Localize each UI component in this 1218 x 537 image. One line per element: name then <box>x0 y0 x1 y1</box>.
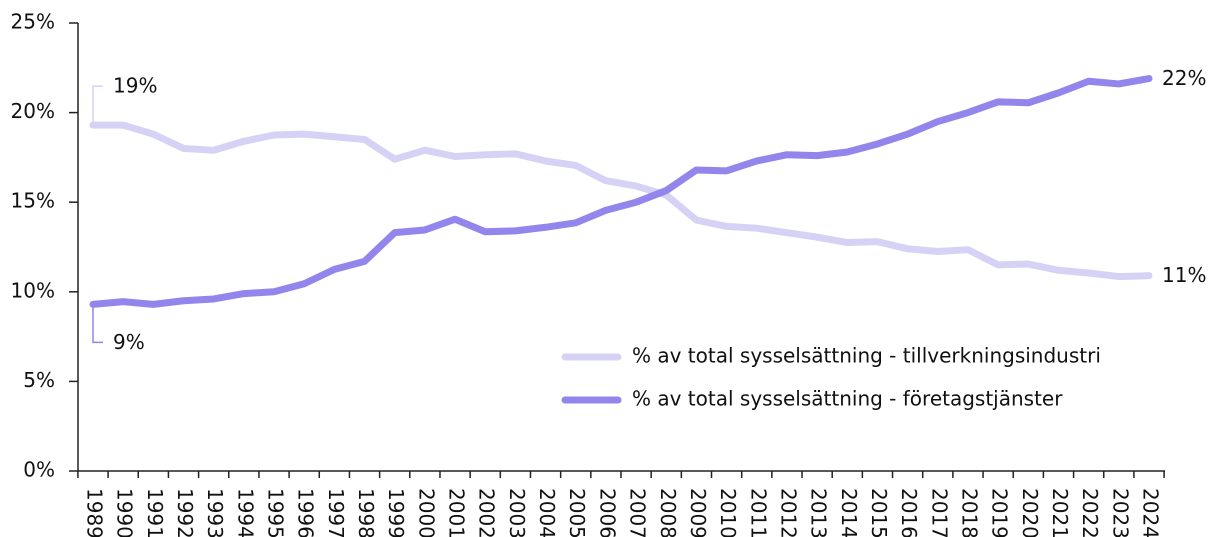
x-tick-label: 2018 <box>957 488 981 537</box>
x-tick-label: 2017 <box>927 488 951 537</box>
x-tick-label: 1993 <box>203 488 227 537</box>
x-tick-label: 2000 <box>414 488 438 537</box>
x-tick-label: 1997 <box>324 488 348 537</box>
data-label: 22% <box>1162 66 1206 90</box>
x-tick-label: 1994 <box>233 488 257 537</box>
x-tick-label: 2013 <box>807 488 831 537</box>
x-tick-label: 2022 <box>1078 488 1102 537</box>
y-tick-label: 0% <box>23 458 55 482</box>
x-tick-label: 2015 <box>867 488 891 537</box>
x-tick-label: 2023 <box>1108 488 1132 537</box>
x-tick-label: 1995 <box>264 488 288 537</box>
y-tick-label: 5% <box>23 368 55 392</box>
x-tick-label: 2004 <box>535 488 559 537</box>
x-tick-label: 1991 <box>143 488 167 537</box>
x-tick-label: 2010 <box>716 488 740 537</box>
x-tick-label: 1989 <box>83 488 107 537</box>
line-series <box>89 75 1153 308</box>
x-tick-label: 2019 <box>988 488 1012 537</box>
x-tick-label: 2005 <box>565 488 589 537</box>
line-series <box>89 121 1153 281</box>
x-tick-label: 2024 <box>1139 488 1163 537</box>
x-tick-label: 2016 <box>897 488 921 537</box>
y-tick-label: 10% <box>11 278 55 302</box>
x-tick-label: 2020 <box>1018 488 1042 537</box>
x-tick-label: 1999 <box>384 488 408 537</box>
x-tick-label: 2011 <box>746 488 770 537</box>
x-tick-label: 1992 <box>173 488 197 537</box>
x-tick-label: 2003 <box>505 488 529 537</box>
x-tick-label: 1996 <box>294 488 318 537</box>
data-label: 19% <box>113 74 157 98</box>
legend-label: % av total sysselsättning - tillverkning… <box>632 344 1101 368</box>
x-tick-label: 2021 <box>1048 488 1072 537</box>
x-tick-label: 2008 <box>656 488 680 537</box>
data-label: 9% <box>113 330 145 354</box>
leader-line <box>92 85 103 126</box>
x-tick-label: 2001 <box>445 488 469 537</box>
x-tick-label: 1998 <box>354 488 378 537</box>
x-tick-label: 2002 <box>475 488 499 537</box>
x-tick-label: 2006 <box>595 488 619 537</box>
x-tick-label: 2009 <box>686 488 710 537</box>
y-tick-label: 25% <box>11 10 55 34</box>
x-tick-label: 2012 <box>776 488 800 537</box>
x-tick-label: 2014 <box>837 488 861 537</box>
legend-label: % av total sysselsättning - företagstjän… <box>632 387 1063 411</box>
leader-line <box>92 304 103 344</box>
x-tick-label: 2007 <box>626 488 650 537</box>
y-tick-label: 20% <box>11 99 55 123</box>
x-tick-label: 1990 <box>113 488 137 537</box>
data-label: 11% <box>1162 263 1206 287</box>
y-tick-label: 15% <box>11 189 55 213</box>
